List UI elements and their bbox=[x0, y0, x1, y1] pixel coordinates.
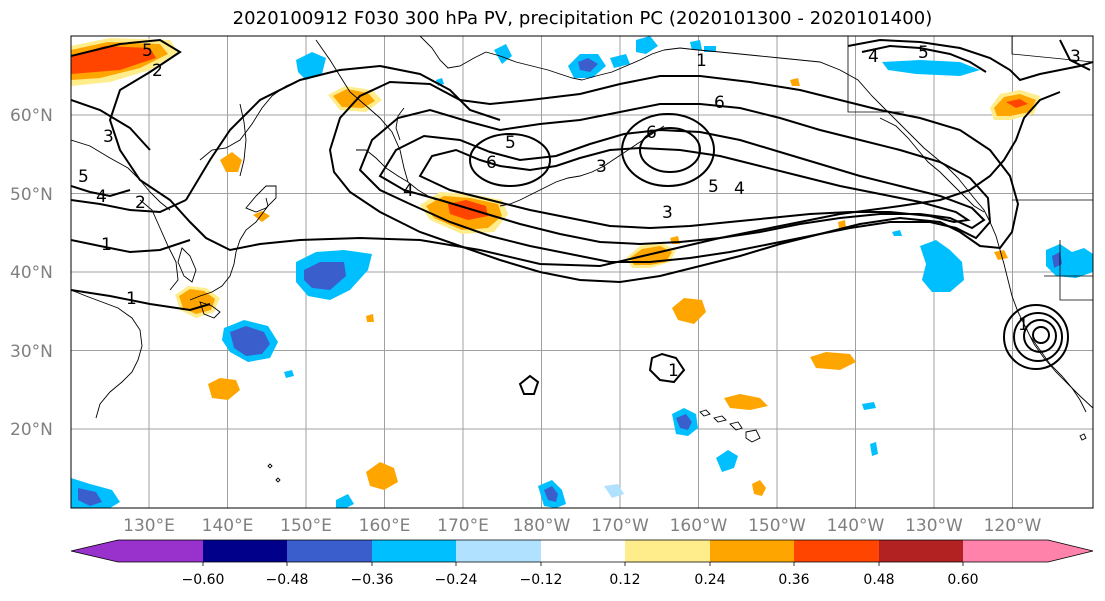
colorbar-tick: −0.48 bbox=[266, 572, 309, 588]
lon-label: 140°E bbox=[202, 516, 254, 536]
colorbar-segment bbox=[625, 540, 710, 562]
lat-label: 30°N bbox=[10, 342, 53, 362]
colorbar-segment bbox=[456, 540, 541, 562]
lon-label: 150°E bbox=[280, 516, 332, 536]
colorbar-tick: −0.36 bbox=[351, 572, 394, 588]
lon-label: 120°W bbox=[984, 516, 1042, 536]
pv-label: 5 bbox=[918, 43, 929, 63]
colorbar-segment bbox=[372, 540, 456, 562]
colorbar-tick: −0.60 bbox=[182, 572, 225, 588]
pv-label: 3 bbox=[103, 127, 114, 147]
political-borders bbox=[847, 36, 1093, 301]
lon-label: 130°E bbox=[123, 516, 175, 536]
pv-label: 2 bbox=[135, 193, 146, 213]
lon-label: 140°W bbox=[827, 516, 885, 536]
colorbar-segment bbox=[118, 540, 203, 562]
pv-label: 4 bbox=[403, 181, 414, 201]
pv-label: 1 bbox=[668, 361, 679, 381]
colorbar: −0.60 −0.48 −0.36 −0.24 −0.12 0.12 0.24 … bbox=[70, 539, 1094, 588]
negative-precip-anomalies bbox=[71, 36, 1093, 508]
pv-label: 3 bbox=[596, 157, 607, 177]
lon-label: 160°E bbox=[359, 516, 411, 536]
pv-label: 1 bbox=[101, 235, 112, 255]
pv-label: 4 bbox=[868, 47, 879, 67]
colorbar-tick: 0.24 bbox=[694, 572, 725, 588]
pv-label: 2 bbox=[152, 61, 163, 81]
pv-label: 6 bbox=[714, 93, 725, 113]
colorbar-segment bbox=[794, 540, 879, 562]
pv-label: 1 bbox=[126, 289, 137, 309]
lon-label: 130°W bbox=[905, 516, 963, 536]
pv-label: 5 bbox=[78, 167, 89, 187]
lon-label: 180°W bbox=[513, 516, 571, 536]
pv-label: 5 bbox=[142, 41, 153, 61]
colorbar-segment bbox=[879, 540, 963, 562]
pv-label: 6 bbox=[486, 153, 497, 173]
pv-label: 1 bbox=[696, 51, 707, 71]
pv-label: 1 bbox=[1018, 315, 1029, 335]
pv-label: 4 bbox=[96, 187, 107, 207]
pv-label: 4 bbox=[734, 179, 745, 199]
lon-label: 170°W bbox=[591, 516, 649, 536]
pv-label: 5 bbox=[708, 177, 719, 197]
colorbar-tick: −0.12 bbox=[520, 572, 563, 588]
latitude-labels: 20°N 30°N 40°N 50°N 60°N bbox=[10, 106, 53, 440]
pv-label: 6 bbox=[646, 123, 657, 143]
colorbar-segment bbox=[541, 540, 625, 562]
colorbar-tick: 0.60 bbox=[947, 572, 978, 588]
colorbar-segment bbox=[203, 540, 287, 562]
pv-contours bbox=[71, 38, 1093, 395]
lat-label: 50°N bbox=[10, 185, 53, 205]
colorbar-segment bbox=[287, 540, 372, 562]
pv-contour-labels: 5 2 3 5 4 2 1 1 4 5 6 3 6 5 4 3 6 1 4 5 bbox=[78, 41, 1081, 381]
colorbar-tick: 0.36 bbox=[778, 572, 809, 588]
lat-label: 40°N bbox=[10, 263, 53, 283]
colorbar-segment bbox=[71, 540, 118, 562]
map-panel: 5 2 3 5 4 2 1 1 4 5 6 3 6 5 4 3 6 1 4 5 bbox=[70, 35, 1094, 509]
colorbar-segment bbox=[963, 540, 1048, 562]
colorbar-segment bbox=[710, 540, 794, 562]
longitude-labels: 130°E 140°E 150°E 160°E 170°E 180°W 170°… bbox=[123, 516, 1041, 536]
colorbar-segment bbox=[1048, 540, 1093, 562]
map-title: 2020100912 F030 300 hPa PV, precipitatio… bbox=[232, 8, 933, 29]
lon-label: 160°W bbox=[670, 516, 728, 536]
pv-label: 5 bbox=[505, 133, 516, 153]
lon-label: 150°W bbox=[748, 516, 806, 536]
pv-label: 3 bbox=[1070, 47, 1081, 67]
colorbar-tick: 0.48 bbox=[863, 572, 894, 588]
pv-label: 3 bbox=[662, 203, 673, 223]
colorbar-tick: 0.12 bbox=[609, 572, 640, 588]
positive-precip-anomalies bbox=[71, 38, 1040, 496]
lat-label: 60°N bbox=[10, 106, 53, 126]
lon-label: 170°E bbox=[437, 516, 489, 536]
lat-label: 20°N bbox=[10, 420, 53, 440]
colorbar-tick: −0.24 bbox=[435, 572, 478, 588]
